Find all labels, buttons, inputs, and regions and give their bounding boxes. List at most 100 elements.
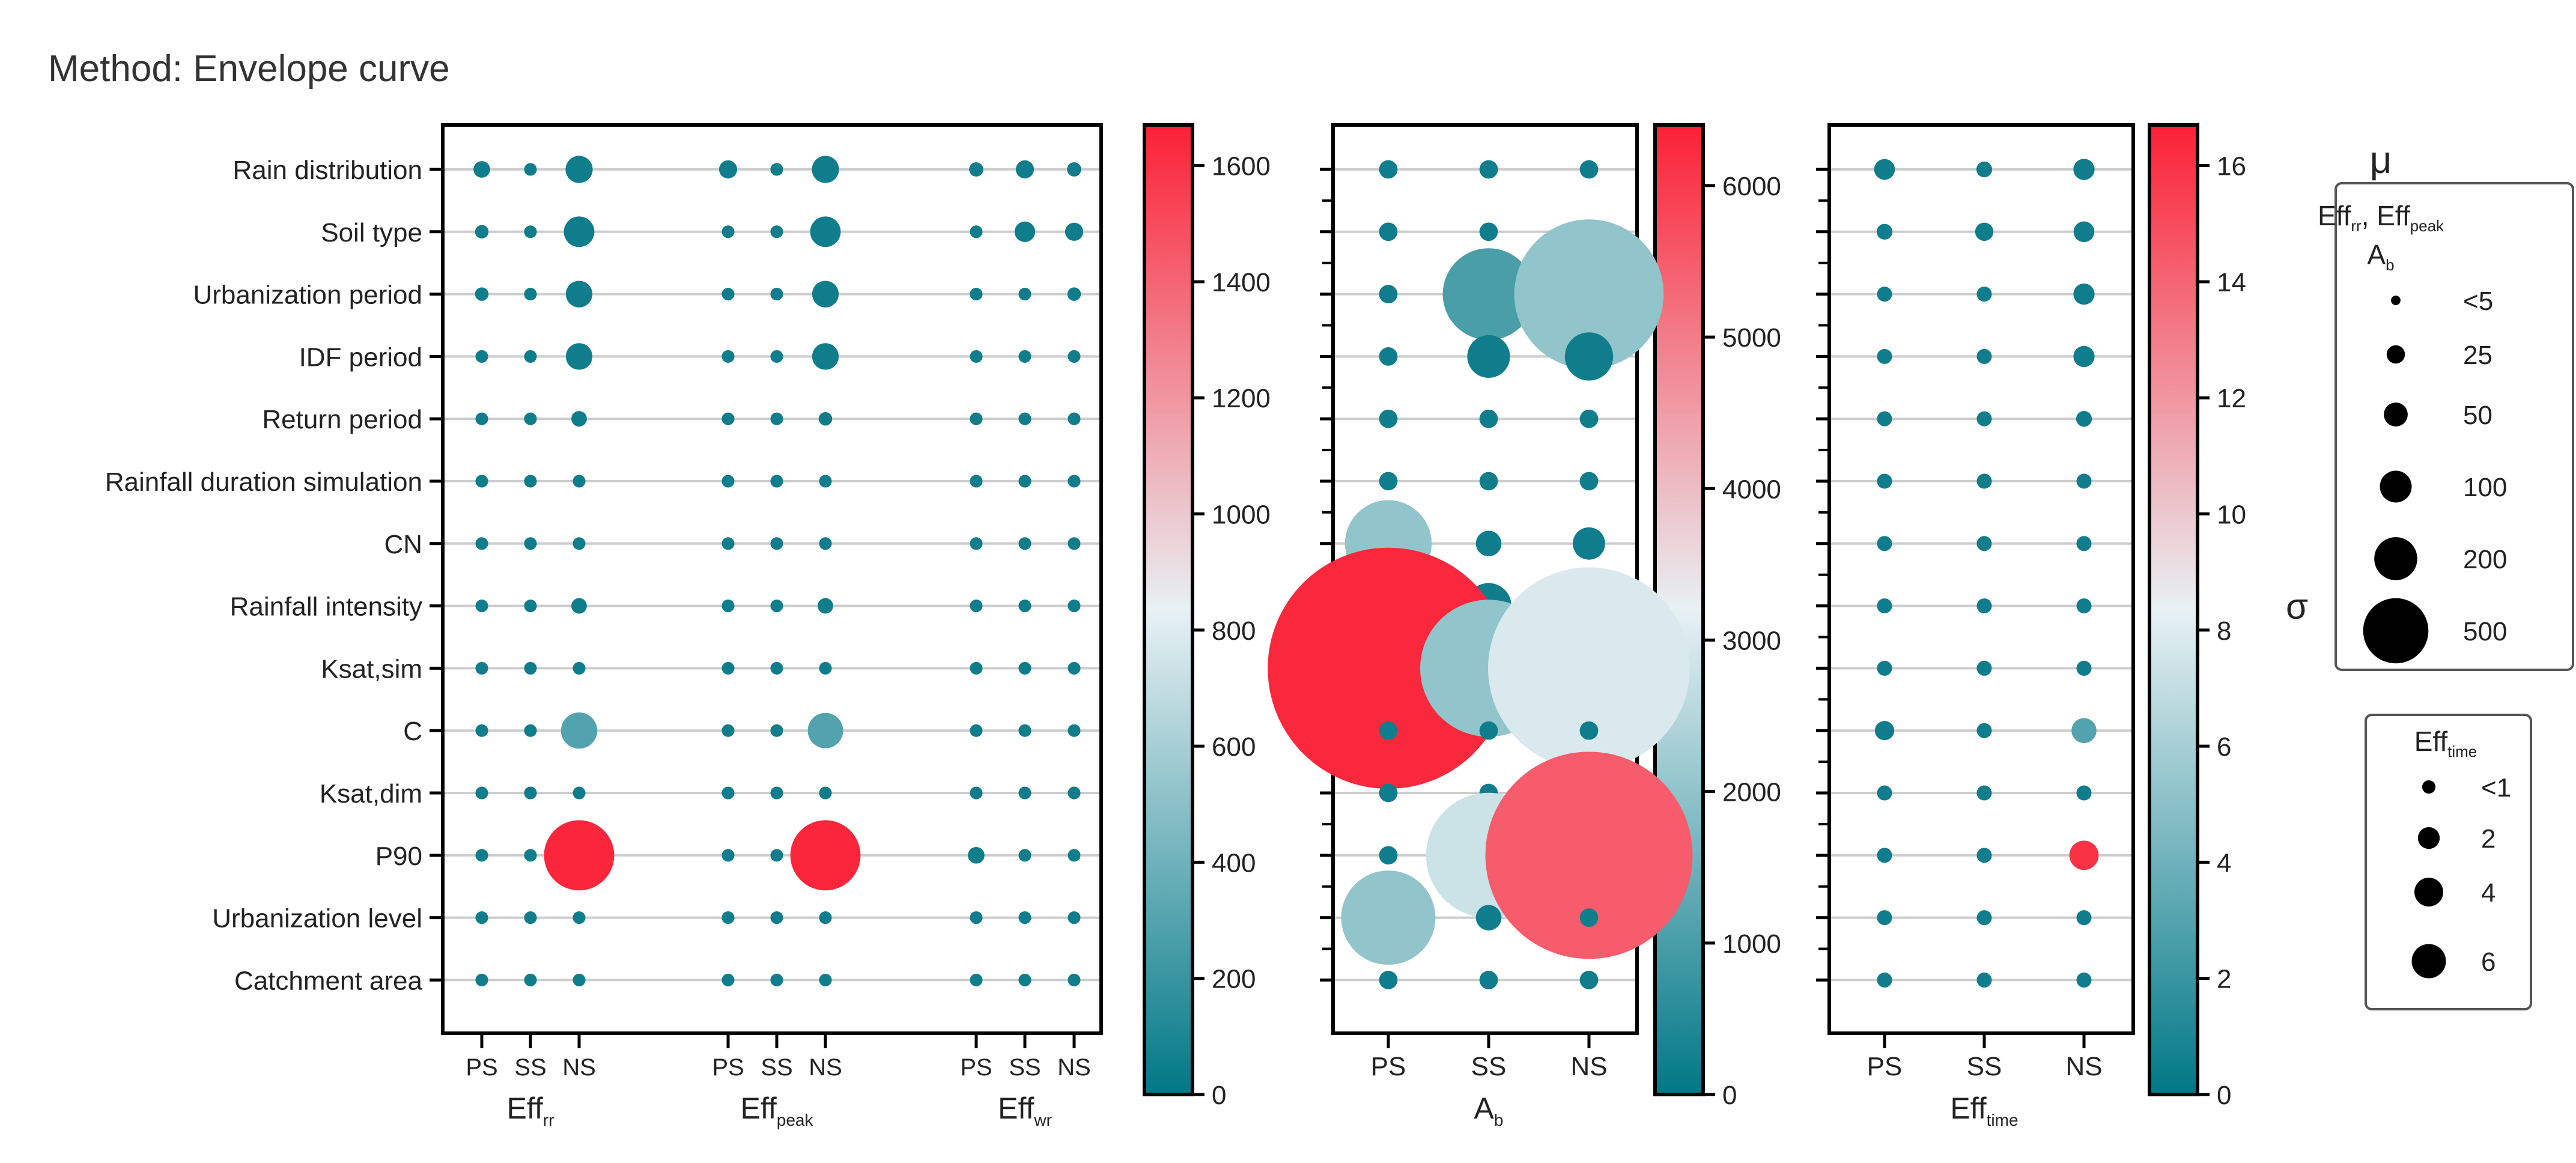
bubble [475,287,489,301]
colorbar-tick-label: 6 [2217,732,2231,762]
bubble [524,475,537,488]
time-legend-marker [2411,944,2446,979]
time-legend-entries: <1 2 4 6 [2411,773,2511,979]
bubble [2073,159,2095,180]
bubble [770,412,783,425]
time-legend-label: 6 [2481,947,2496,977]
bubble [475,475,488,488]
bubble [1877,536,1892,551]
row-label: Return period [262,405,422,434]
bubble [1379,721,1398,740]
x-tick-label: SS [1471,1052,1507,1081]
bubble [475,661,488,675]
colorbar-tick-label: 10 [2217,500,2246,530]
bubble [1877,348,1892,364]
bubble [1018,661,1031,675]
colorbar-ticks-layer: 0 200 400 600 800 1000 1200 1400 1600 0 1000 2000 30… [1192,152,2246,1110]
bubble [721,350,735,363]
bubble [1877,287,1892,302]
bubble [1877,910,1892,926]
bubble [819,786,832,800]
bubble [770,849,783,862]
bubble [1018,537,1031,550]
row-label: Urbanization level [212,904,422,934]
x-tick-label: NS [1057,1054,1091,1081]
bubble [573,661,586,675]
bubble [1579,908,1599,927]
row-label: Urbanization period [193,281,422,310]
bubble [718,160,738,179]
bubble [1573,527,1605,560]
bubble [1976,473,1992,489]
bubble [1068,973,1081,986]
bubble [1475,530,1502,557]
bubble [770,661,783,675]
bubble [812,281,839,308]
bubble [524,724,537,737]
colorbar-tick-label: 0 [1722,1081,1737,1110]
colorbar-tick-label: 14 [2217,268,2246,297]
colorbar-tick-label: 2000 [1722,778,1781,807]
mu-legend-label: 200 [2463,545,2507,574]
bubble [2073,221,2095,243]
bubble [1976,598,1992,614]
colorbar-tick-label: 1200 [1212,384,1271,413]
bubble [1579,971,1599,989]
row-label: Rainfall duration simulation [105,467,422,497]
bubble [770,973,783,986]
bubble [560,712,598,749]
bubble [1976,660,1992,676]
bubble [1976,785,1992,801]
bubble [1877,848,1892,863]
x-tick-label: PS [960,1054,992,1081]
bubble [1068,911,1081,925]
time-legend-label: <1 [2481,773,2511,803]
bubble [1067,162,1081,177]
bubble [1976,348,1992,364]
bubble [1877,972,1892,988]
mu-legend-entries: <5 25 50 100 200 500 [2363,287,2507,664]
time-legend-label: 2 [2481,824,2496,854]
bubble [1379,160,1398,179]
bubble [565,343,593,370]
bubble [2076,411,2092,427]
x-tick-label: PS [466,1054,497,1081]
bubble [721,225,735,238]
bubble [475,973,488,986]
bubble [721,724,735,737]
bubble [1068,661,1081,675]
bubble [1877,411,1892,427]
row-label: CN [384,530,422,559]
bubble [721,849,735,862]
bubble [1068,724,1081,737]
bubble [970,288,983,301]
bubble [1874,721,1895,741]
x-tick-label: NS [562,1054,596,1081]
bubble [1442,248,1535,341]
bubble [721,475,735,488]
bubble [969,162,983,177]
group-label: Ab [1474,1092,1504,1129]
colorbar-tick-label: 0 [2217,1081,2231,1110]
bubble [1485,752,1693,959]
bubble [475,225,489,239]
mu-legend-symbol: μ [2370,138,2392,181]
colorbar-tick-label: 2 [2217,965,2231,994]
mu-legend-marker [2384,402,2408,427]
bubble [770,600,783,613]
bubble [1874,159,1895,180]
row-label: IDF period [299,342,422,372]
figure-title: Method: Envelope curve [48,48,450,90]
row-label: Soil type [321,218,422,247]
bubble [1877,660,1892,676]
bubble [2073,345,2095,368]
colorbar-tick-label: 8 [2217,616,2231,646]
mu-legend-title: Effrr, Effpeak [2318,200,2444,235]
row-label: Ksat,sim [321,654,422,684]
bubble [475,600,488,613]
mu-legend-subtitle: Ab [2367,239,2394,274]
bubble [970,225,983,238]
x-tick-label: SS [514,1054,546,1081]
group-label: Effpeak [741,1092,814,1129]
